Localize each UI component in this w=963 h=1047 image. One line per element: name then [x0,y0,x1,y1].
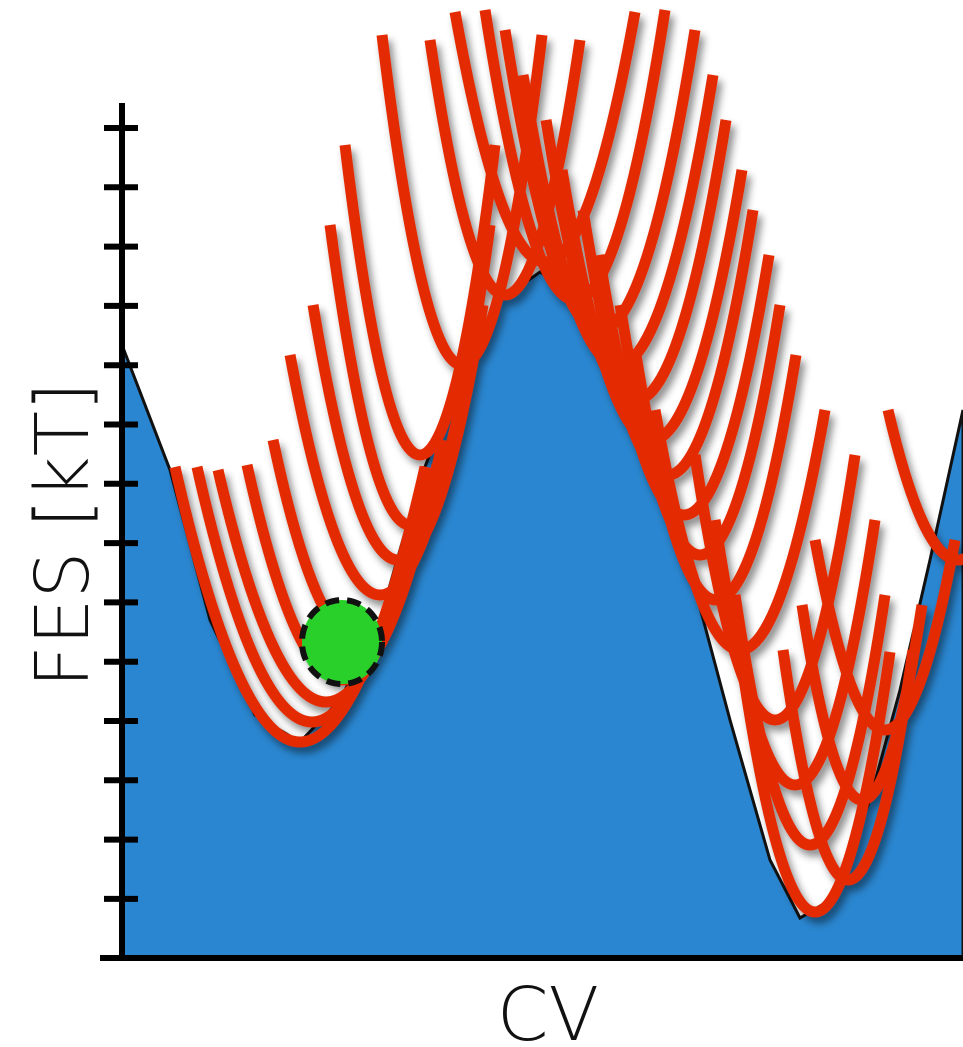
bias-curve [777,649,919,886]
bias-curve [339,144,501,461]
bias-curve [796,604,928,806]
axes [100,103,963,961]
landscape [120,270,963,960]
bias-curve [709,519,881,791]
bias-curve [593,254,775,521]
bias-curve [809,539,961,736]
x-axis-label: CV [497,972,599,1047]
bias-curve [882,408,963,566]
y-axis-label: FES [kT] [20,382,106,688]
bias-curve [689,454,861,726]
bias-curve [734,651,896,918]
bias-potentials [169,9,963,918]
bias-curve [614,304,786,561]
bias-curve [324,224,496,531]
walker [299,597,385,687]
